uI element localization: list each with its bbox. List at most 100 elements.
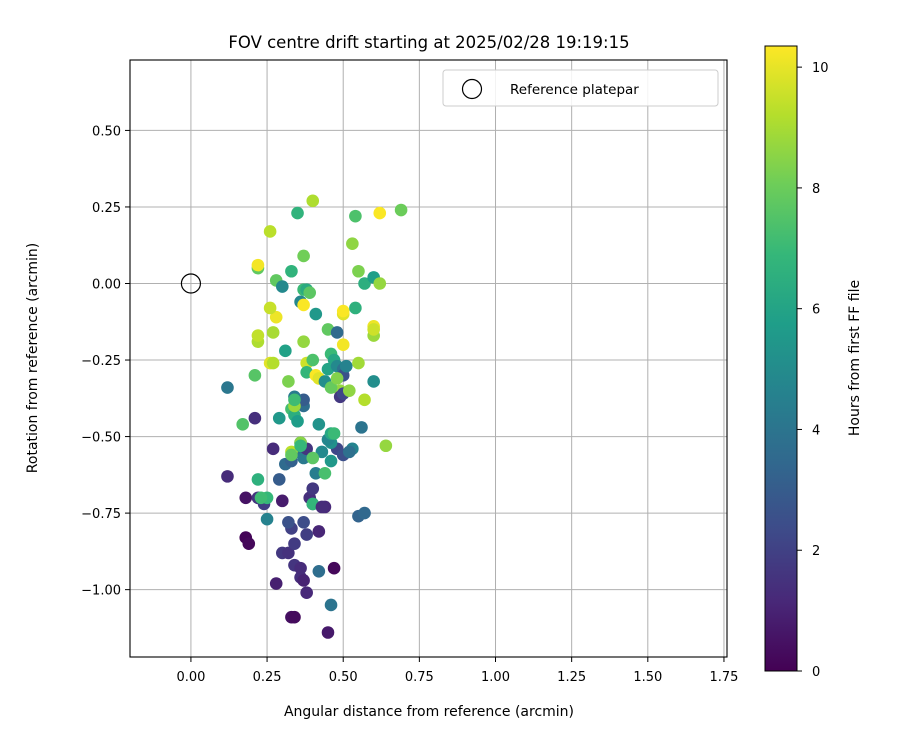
data-point <box>343 384 356 397</box>
x-tick-label: 0.50 <box>329 670 358 685</box>
data-point <box>266 326 280 339</box>
data-point <box>236 418 249 431</box>
y-axis-label: Rotation from reference (arcmin) <box>25 243 41 473</box>
data-point <box>297 249 310 263</box>
colorbar-label: Hours from first FF file <box>847 280 863 436</box>
data-point <box>263 301 277 315</box>
legend: Reference platepar <box>442 69 719 107</box>
data-point <box>309 467 323 480</box>
data-point <box>221 381 234 394</box>
data-point <box>324 454 338 468</box>
data-point <box>330 326 344 339</box>
y-tick-label: 0.50 <box>92 124 121 139</box>
data-point <box>248 411 262 425</box>
data-point <box>358 277 371 290</box>
data-point <box>300 528 313 541</box>
data-points <box>221 194 408 639</box>
data-point <box>336 338 350 352</box>
data-point <box>327 561 341 575</box>
y-tick-label: −0.75 <box>81 507 121 522</box>
data-point <box>269 577 283 590</box>
data-point <box>275 494 289 508</box>
data-point <box>251 329 265 342</box>
data-point <box>266 356 280 370</box>
data-point <box>349 301 362 315</box>
data-point <box>352 356 365 370</box>
x-axis-ticks: 0.00 0.25 0.50 0.75 1.00 1.25 1.50 1.75 <box>176 657 738 685</box>
data-point <box>242 537 256 551</box>
data-point <box>291 414 304 428</box>
data-point <box>282 375 295 388</box>
data-point <box>373 277 387 290</box>
data-point <box>324 598 338 612</box>
x-tick-label: 1.75 <box>709 670 738 685</box>
data-point <box>294 561 307 575</box>
data-point <box>346 237 359 250</box>
x-tick-label: 0.25 <box>253 670 282 685</box>
data-point <box>327 427 341 440</box>
plot-frame <box>129 59 728 658</box>
data-point <box>355 421 368 434</box>
data-point <box>300 586 313 600</box>
data-point <box>306 353 320 367</box>
data-point <box>263 225 277 238</box>
colorbar-gradient <box>764 45 798 672</box>
data-point <box>297 298 310 312</box>
x-tick-label: 0.75 <box>405 670 434 685</box>
data-point <box>251 473 265 486</box>
legend-entry-label: Reference platepar <box>510 82 639 98</box>
data-point <box>294 439 307 453</box>
data-point <box>269 310 283 324</box>
data-point <box>394 203 408 217</box>
data-point <box>373 206 387 220</box>
legend-box <box>442 69 719 107</box>
reference-point <box>180 273 202 294</box>
data-point <box>349 209 362 223</box>
x-axis-label: Angular distance from reference (arcmin) <box>284 704 574 720</box>
data-point <box>260 512 274 526</box>
colorbar-tick-label: 6 <box>812 303 820 318</box>
data-point <box>318 467 332 480</box>
data-point <box>291 206 304 220</box>
colorbar-ticks: 0 2 4 6 8 10 <box>797 61 829 680</box>
y-tick-label: −0.25 <box>81 354 121 369</box>
x-tick-label: 1.50 <box>633 670 662 685</box>
data-point <box>358 506 371 520</box>
colorbar-tick-label: 10 <box>812 61 829 76</box>
x-tick-label: 0.00 <box>176 670 205 685</box>
data-point <box>288 610 301 624</box>
data-point <box>239 491 253 505</box>
colorbar: 0 2 4 6 8 10 Hours from first FF file <box>764 45 863 680</box>
data-point <box>321 626 335 639</box>
data-point <box>367 375 380 388</box>
y-tick-label: −0.50 <box>81 431 121 446</box>
data-point <box>309 307 323 321</box>
data-point <box>358 393 371 407</box>
reference-platepar-marker <box>180 273 202 294</box>
data-point <box>312 525 326 538</box>
data-point <box>279 344 292 358</box>
data-point <box>303 286 317 299</box>
data-point <box>312 564 326 578</box>
data-point <box>288 393 301 407</box>
data-point <box>282 515 295 529</box>
colorbar-tick-label: 2 <box>812 544 820 559</box>
data-point <box>324 381 338 394</box>
data-point <box>306 482 320 495</box>
data-point <box>306 194 320 208</box>
data-point <box>254 491 268 505</box>
data-point <box>297 335 310 348</box>
y-tick-label: −1.00 <box>81 584 121 599</box>
x-tick-label: 1.00 <box>481 670 510 685</box>
data-point <box>251 258 265 272</box>
data-point <box>315 445 329 459</box>
x-tick-label: 1.25 <box>557 670 586 685</box>
data-point <box>272 411 286 425</box>
data-point <box>282 546 295 560</box>
data-point <box>221 470 234 483</box>
data-point <box>285 264 298 278</box>
y-axis-ticks: 0.50 0.25 0.00 −0.25 −0.50 −0.75 −1.00 <box>81 124 130 599</box>
grid-lines <box>130 60 727 657</box>
colorbar-tick-label: 4 <box>812 423 820 438</box>
